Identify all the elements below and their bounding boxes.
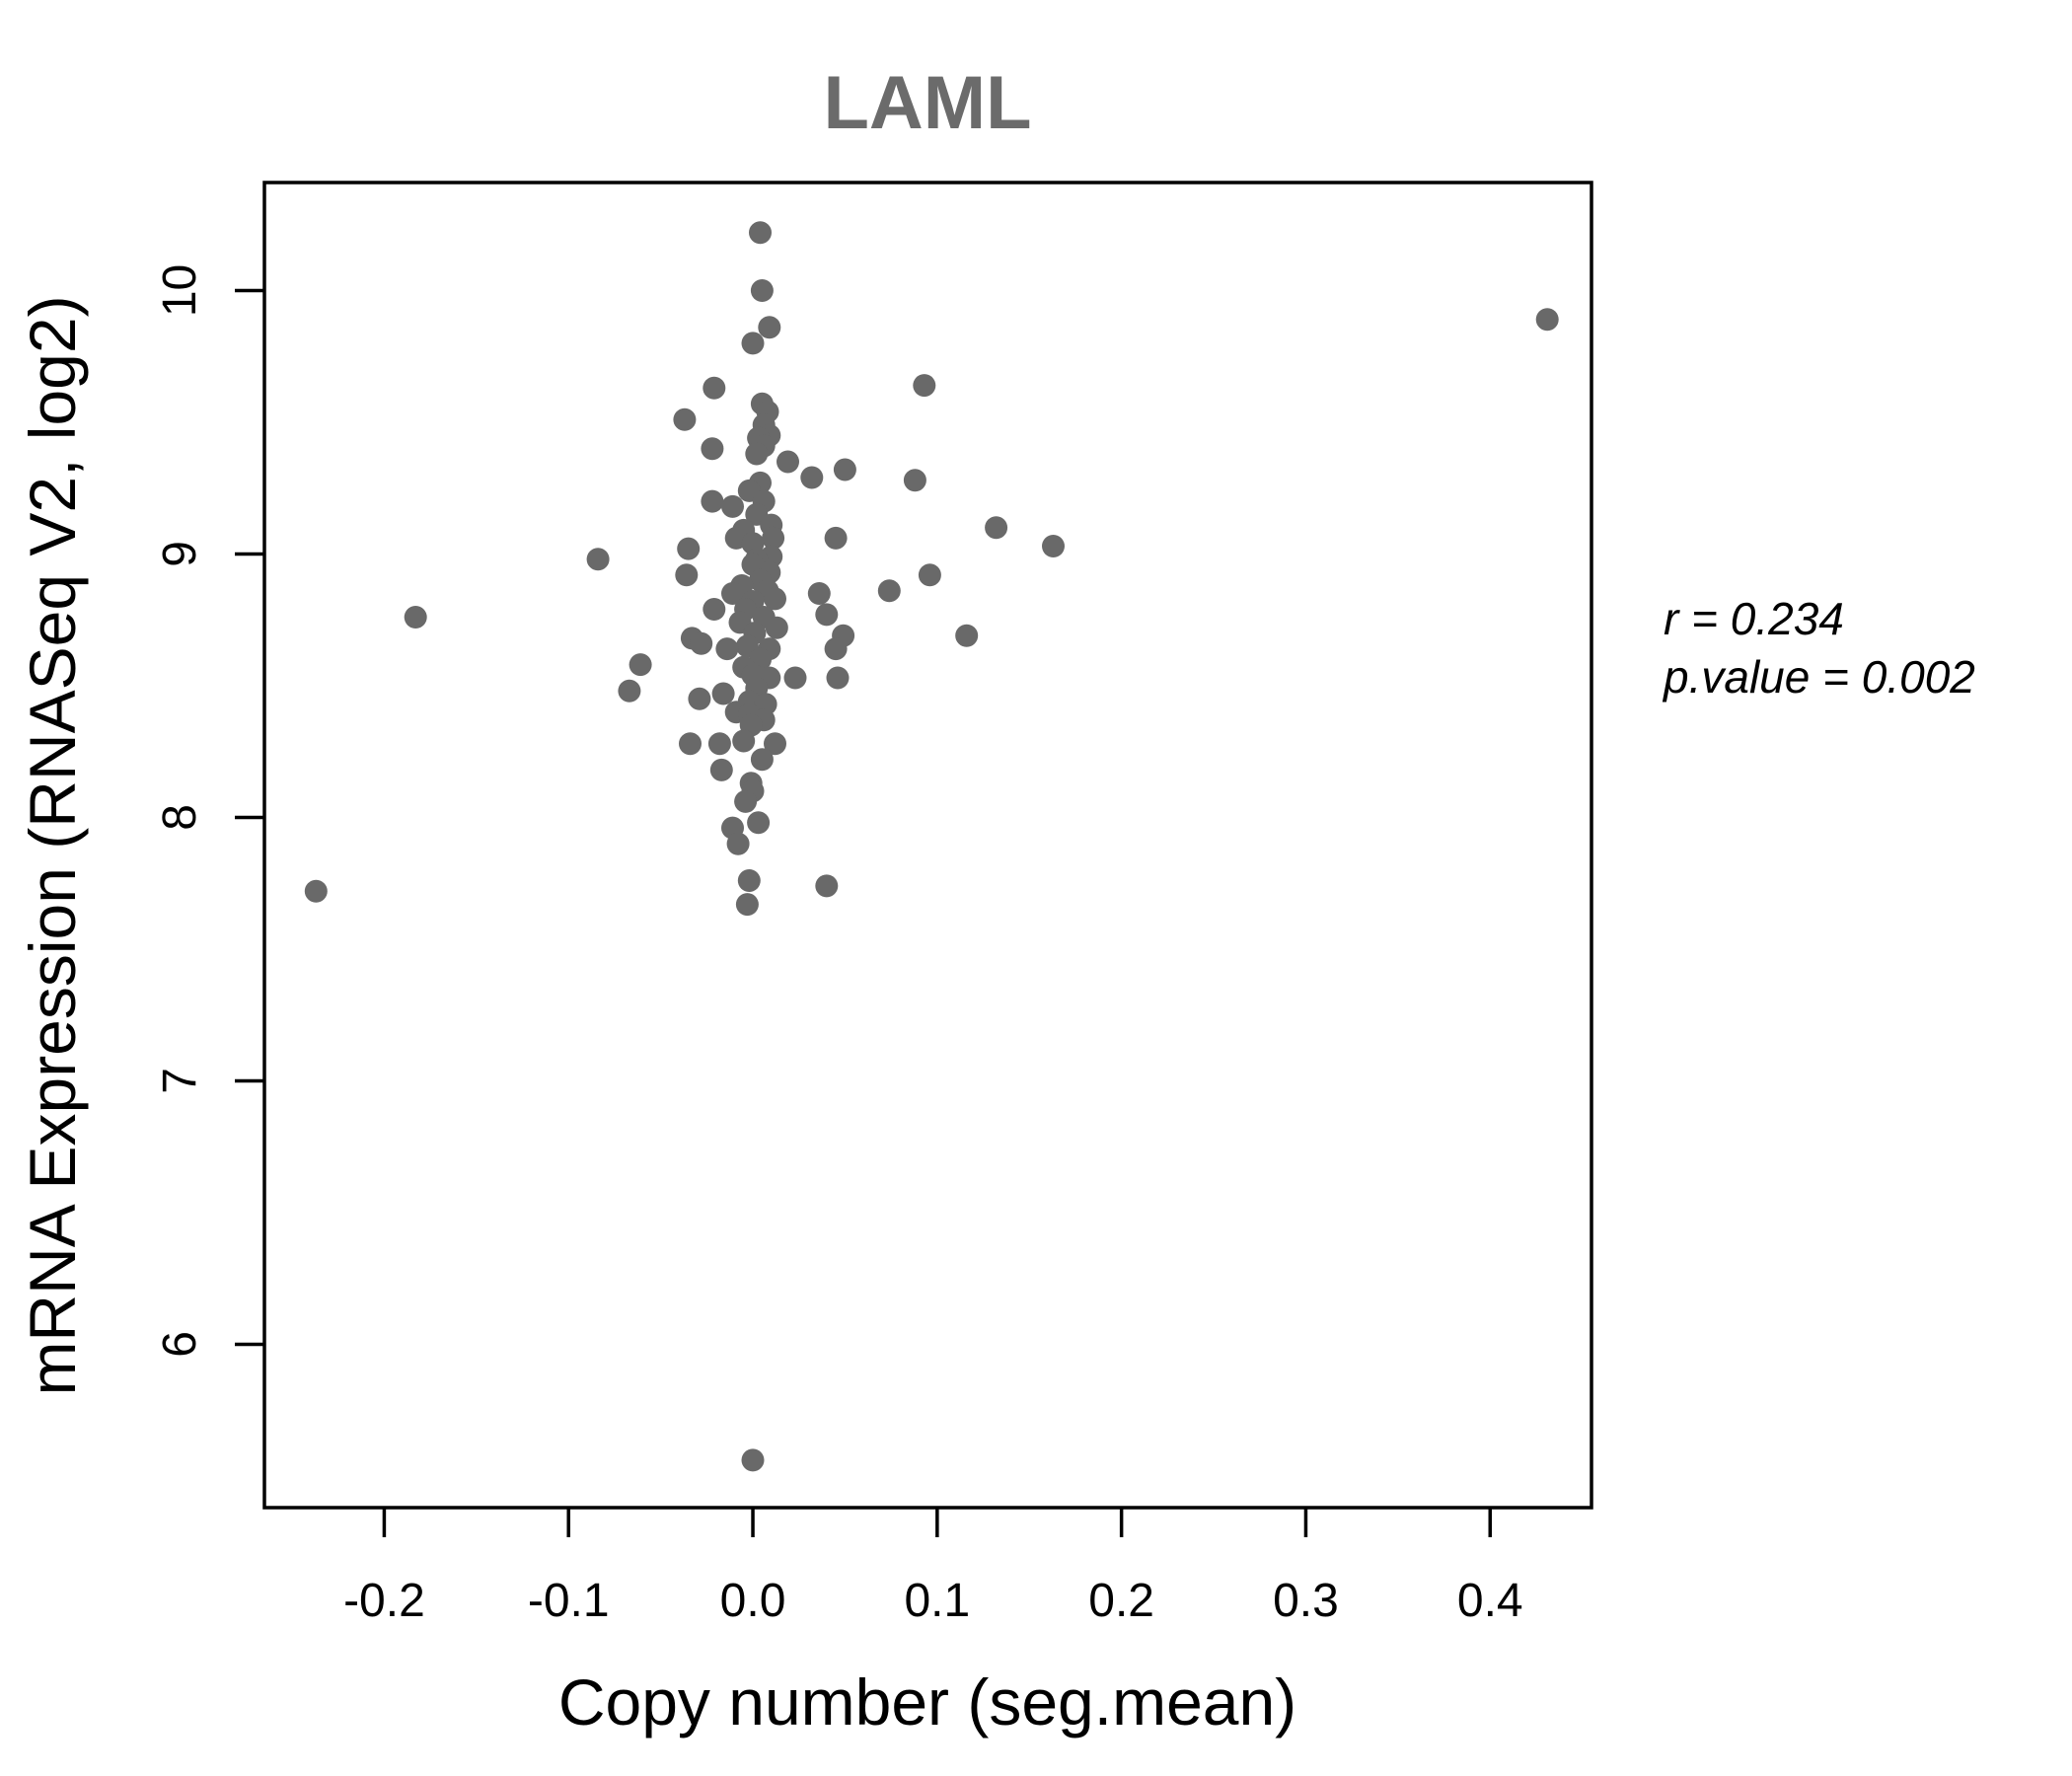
data-point bbox=[777, 450, 799, 474]
data-point bbox=[913, 374, 936, 398]
x-tick-label: -0.2 bbox=[343, 1575, 425, 1627]
data-point bbox=[721, 582, 744, 605]
data-point bbox=[765, 616, 788, 639]
x-axis-label: Copy number (seg.mean) bbox=[558, 1665, 1296, 1739]
data-point bbox=[807, 582, 831, 605]
y-axis-label: mRNA Expression (RNASeq V2, log2) bbox=[16, 295, 89, 1395]
data-point bbox=[833, 458, 856, 481]
data-point bbox=[735, 893, 759, 917]
scatter-points bbox=[304, 221, 1559, 1472]
data-point bbox=[745, 442, 769, 466]
data-point bbox=[741, 332, 765, 355]
data-point bbox=[715, 637, 739, 661]
data-point bbox=[618, 679, 641, 703]
data-point bbox=[690, 631, 713, 655]
data-point bbox=[762, 526, 785, 550]
data-point bbox=[800, 466, 824, 489]
data-point bbox=[304, 879, 328, 903]
data-point bbox=[824, 526, 848, 550]
data-point bbox=[824, 637, 848, 661]
x-tick-label: 0.4 bbox=[1457, 1575, 1523, 1627]
data-point bbox=[747, 811, 771, 835]
data-point bbox=[703, 376, 726, 400]
data-point bbox=[749, 221, 772, 245]
data-point bbox=[707, 732, 731, 756]
y-tick-label: 10 bbox=[154, 264, 206, 317]
data-point bbox=[750, 748, 774, 772]
data-point bbox=[750, 279, 774, 302]
x-axis-ticks: -0.2 -0.1 0.0 0.1 0.2 0.3 0.4 bbox=[343, 1508, 1523, 1627]
data-point bbox=[673, 407, 697, 431]
y-tick-label: 6 bbox=[154, 1331, 206, 1358]
data-point bbox=[404, 606, 427, 629]
x-tick-label: 0.0 bbox=[720, 1575, 786, 1627]
data-point bbox=[985, 516, 1008, 540]
data-point bbox=[711, 682, 735, 705]
x-tick-label: -0.1 bbox=[528, 1575, 610, 1627]
data-point bbox=[737, 869, 761, 892]
y-tick-label: 8 bbox=[154, 804, 206, 831]
plot-title: LAML bbox=[823, 61, 1031, 145]
data-point bbox=[815, 603, 839, 627]
data-point bbox=[764, 732, 786, 756]
data-point bbox=[826, 666, 850, 690]
data-point bbox=[629, 653, 652, 677]
data-point bbox=[677, 537, 701, 560]
data-point bbox=[741, 1448, 765, 1472]
data-point bbox=[758, 316, 781, 339]
data-point bbox=[815, 874, 839, 898]
data-point bbox=[764, 587, 786, 611]
data-point bbox=[675, 563, 699, 587]
data-point bbox=[1535, 308, 1559, 332]
x-tick-label: 0.2 bbox=[1088, 1575, 1154, 1627]
data-point bbox=[701, 437, 724, 461]
data-point bbox=[726, 832, 750, 855]
data-point bbox=[903, 469, 926, 492]
data-point bbox=[709, 758, 733, 781]
data-point bbox=[734, 789, 758, 813]
pvalue-annotation: p.value = 0.002 bbox=[1662, 651, 1975, 703]
y-tick-label: 9 bbox=[154, 541, 206, 567]
data-point bbox=[703, 598, 726, 621]
data-point bbox=[688, 687, 711, 710]
data-point bbox=[877, 579, 901, 603]
y-tick-label: 7 bbox=[154, 1068, 206, 1094]
correlation-annotation: r = 0.234 bbox=[1664, 593, 1844, 644]
data-point bbox=[955, 624, 979, 647]
data-point bbox=[586, 548, 610, 571]
plot-box bbox=[262, 181, 1593, 1510]
y-axis-ticks: 6 7 8 9 10 bbox=[154, 264, 264, 1358]
data-point bbox=[679, 732, 702, 756]
data-point bbox=[783, 666, 807, 690]
data-point bbox=[721, 494, 744, 518]
data-point bbox=[732, 729, 756, 753]
data-point bbox=[1042, 535, 1065, 557]
data-point bbox=[918, 563, 941, 587]
x-tick-label: 0.3 bbox=[1273, 1575, 1339, 1627]
x-tick-label: 0.1 bbox=[904, 1575, 970, 1627]
data-point bbox=[701, 489, 724, 513]
